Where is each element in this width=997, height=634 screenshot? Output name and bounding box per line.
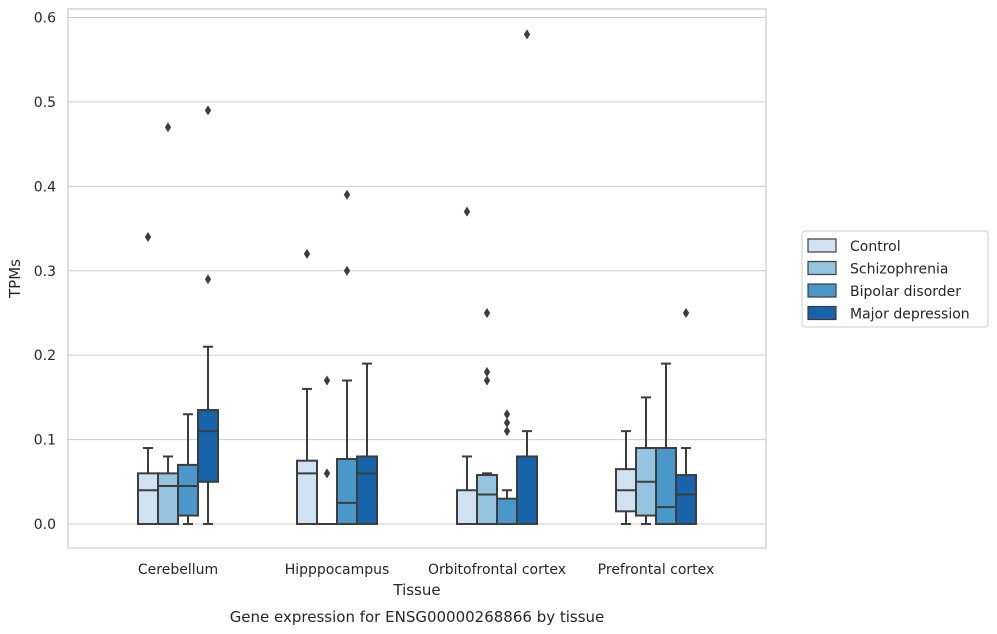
outlier-point (204, 105, 212, 116)
box (675, 474, 697, 525)
outlier-point (483, 307, 491, 318)
box-group (177, 413, 199, 525)
chart-caption: Gene expression for ENSG00000268866 by t… (230, 608, 605, 626)
box (655, 447, 677, 525)
y-tick-label: 0.4 (34, 179, 56, 195)
x-tick-label: Hipppocampus (285, 562, 390, 578)
box (197, 409, 219, 483)
outlier-point (343, 265, 351, 276)
box (157, 472, 179, 526)
box (296, 459, 318, 525)
box (476, 474, 498, 525)
box (177, 463, 199, 517)
plot-frame (67, 8, 767, 549)
box (137, 472, 159, 526)
box-group (137, 231, 159, 526)
y-tick-label: 0.5 (34, 95, 56, 111)
x-tick-label: Orbitofrontal cortex (428, 562, 566, 578)
legend-label: Bipolar disorder (850, 284, 961, 300)
y-tick-label: 0.3 (34, 264, 56, 280)
x-tick-label: Cerebellum (138, 562, 218, 578)
y-tick-label: 0.2 (34, 348, 56, 364)
box (336, 457, 358, 526)
box-group (635, 396, 657, 525)
legend-label: Schizophrenia (850, 262, 948, 278)
outlier-point (483, 375, 491, 386)
x-axis-label: Tissue (392, 581, 440, 599)
box-group (316, 375, 338, 526)
legend-label: Major depression (850, 307, 970, 323)
y-tick-labels: 0.0 0.1 0.2 0.3 0.4 0.5 0.6 (34, 11, 56, 534)
outlier-point (463, 206, 471, 217)
box (356, 455, 378, 526)
outlier-point (483, 367, 491, 378)
box-group (496, 409, 518, 525)
outlier-point (323, 375, 331, 386)
outlier-point (503, 426, 511, 437)
outlier-point (523, 29, 531, 40)
outlier-point (682, 307, 690, 318)
outlier-point (303, 248, 311, 259)
box-group (356, 362, 378, 526)
legend-frame (801, 230, 989, 328)
outlier-point (204, 274, 212, 285)
legend-swatch (807, 305, 837, 321)
box-group (197, 105, 219, 525)
box-group (655, 362, 677, 525)
outlier-point (144, 231, 152, 242)
outlier-point (343, 189, 351, 200)
legend-swatch (807, 238, 837, 253)
box-group (476, 307, 498, 525)
outlier-point (323, 468, 331, 479)
legend-swatch (807, 260, 837, 276)
x-tick-label: Prefrontal cortex (598, 562, 715, 578)
box-group (336, 189, 358, 526)
box-group (157, 122, 179, 526)
y-axis-label: TPMs (6, 259, 24, 299)
box-group (516, 29, 538, 526)
outlier-point (503, 409, 511, 420)
grid-lines (68, 17, 766, 525)
y-tick-label: 0.6 (34, 11, 56, 27)
box-group (675, 307, 697, 525)
box-group (615, 430, 637, 525)
outlier-point (164, 122, 172, 133)
legend: Control Schizophrenia Bipolar disorder Majo… (801, 230, 989, 328)
boxplot-boxes (137, 29, 697, 526)
box (516, 455, 538, 526)
box-group (456, 206, 478, 526)
outlier-point (503, 417, 511, 428)
box (496, 497, 518, 525)
box (456, 489, 478, 526)
box-group (296, 248, 318, 525)
y-tick-label: 0.0 (34, 517, 56, 533)
x-tick-labels: Cerebellum Hipppocampus Orbitofrontal cort… (138, 562, 714, 578)
legend-label: Control (850, 239, 901, 255)
legend-swatch (807, 283, 837, 298)
y-tick-label: 0.1 (34, 433, 56, 449)
